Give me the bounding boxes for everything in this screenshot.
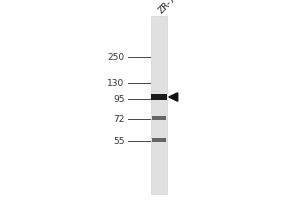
Polygon shape	[169, 93, 178, 101]
Bar	[152, 138, 166, 142]
Bar	[152, 116, 166, 120]
Text: ZR-75-1: ZR-75-1	[157, 0, 189, 15]
Text: 72: 72	[113, 114, 124, 123]
Text: 130: 130	[107, 78, 124, 88]
Bar	[151, 94, 167, 100]
Text: 250: 250	[107, 52, 124, 62]
Text: 95: 95	[113, 95, 124, 104]
Bar	[151, 16, 167, 194]
Text: 55: 55	[113, 136, 124, 146]
